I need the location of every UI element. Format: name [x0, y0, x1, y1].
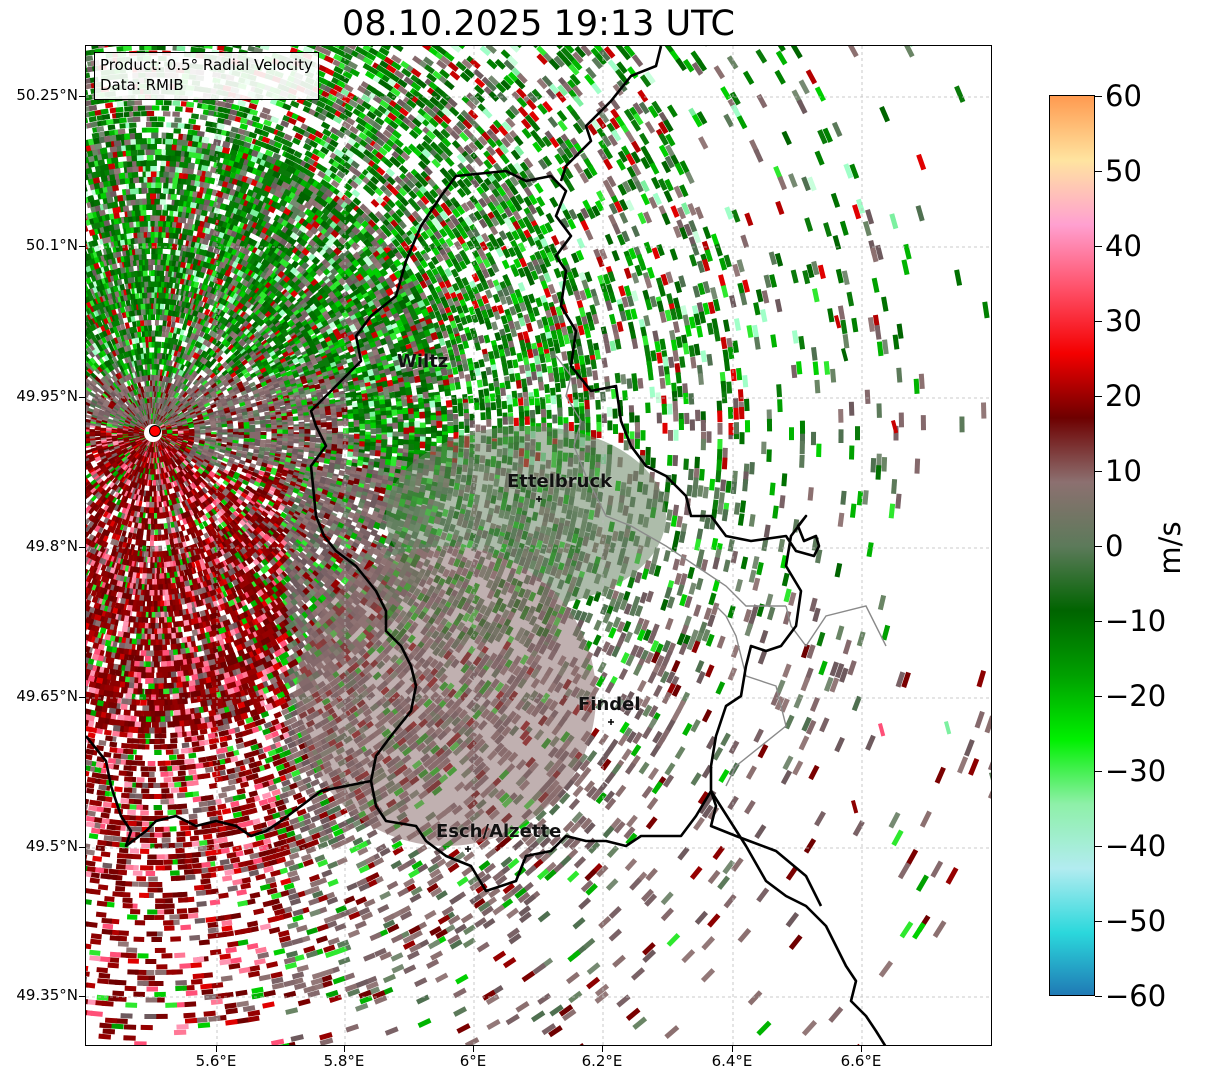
colorbar — [1049, 95, 1095, 996]
colorbar-tick-label: 0 — [1105, 529, 1123, 563]
x-tick-mark — [732, 1046, 733, 1052]
y-tick-label: 50.25°N — [4, 86, 78, 104]
x-tick-label: 5.6°E — [176, 1052, 256, 1070]
x-tick-label: 6.4°E — [692, 1052, 772, 1070]
x-tick-mark — [473, 1046, 474, 1052]
data-source-label: Data: RMIB — [100, 75, 313, 95]
colorbar-tick-mark — [1095, 846, 1102, 847]
colorbar-tick-label: 20 — [1105, 379, 1142, 413]
x-tick-label: 5.8°E — [304, 1052, 384, 1070]
colorbar-tick-label: −30 — [1105, 754, 1166, 788]
y-tick-mark — [79, 847, 85, 848]
x-tick-mark — [602, 1046, 603, 1052]
product-label: Product: 0.5° Radial Velocity — [100, 55, 313, 75]
x-tick-label: 6.2°E — [562, 1052, 642, 1070]
colorbar-tick-label: 60 — [1105, 79, 1142, 113]
x-tick-mark — [344, 1046, 345, 1052]
colorbar-tick-mark — [1095, 396, 1102, 397]
colorbar-tick-label: −10 — [1105, 604, 1166, 638]
colorbar-tick-mark — [1095, 171, 1102, 172]
x-tick-mark — [216, 1046, 217, 1052]
colorbar-tick-mark — [1095, 471, 1102, 472]
city-label-findel: Findel — [578, 694, 641, 715]
colorbar-tick-mark — [1095, 996, 1102, 997]
colorbar-tick-label: −60 — [1105, 979, 1166, 1013]
colorbar-tick-mark — [1095, 321, 1102, 322]
colorbar-tick-label: −50 — [1105, 904, 1166, 938]
colorbar-tick-label: 40 — [1105, 229, 1142, 263]
colorbar-tick-mark — [1095, 246, 1102, 247]
y-tick-mark — [79, 397, 85, 398]
y-tick-label: 50.1°N — [4, 236, 78, 254]
y-tick-mark — [79, 996, 85, 997]
radar-map-svg — [86, 46, 992, 1046]
y-tick-label: 49.5°N — [4, 837, 78, 855]
radar-site-marker — [144, 424, 162, 442]
y-tick-mark — [79, 96, 85, 97]
y-tick-label: 49.8°N — [4, 537, 78, 555]
radar-map[interactable] — [85, 45, 992, 1046]
x-tick-label: 6°E — [433, 1052, 513, 1070]
colorbar-tick-label: 30 — [1105, 304, 1142, 338]
x-tick-label: 6.6°E — [821, 1052, 901, 1070]
y-tick-label: 49.65°N — [4, 687, 78, 705]
colorbar-tick-mark — [1095, 771, 1102, 772]
colorbar-tick-label: −20 — [1105, 679, 1166, 713]
product-info-box: Product: 0.5° Radial Velocity Data: RMIB — [94, 52, 319, 100]
y-tick-mark — [79, 547, 85, 548]
city-label-esch-alzette: Esch/Alzette — [436, 821, 561, 842]
colorbar-gradient — [1050, 96, 1095, 996]
colorbar-tick-label: 50 — [1105, 154, 1142, 188]
sparse-echoes — [834, 315, 992, 814]
colorbar-unit-label: m/s — [1153, 521, 1187, 574]
colorbar-fill — [1050, 96, 1095, 996]
colorbar-tick-mark — [1095, 546, 1102, 547]
map-title: 08.10.2025 19:13 UTC — [85, 4, 992, 44]
y-tick-label: 49.35°N — [4, 986, 78, 1004]
colorbar-tick-label: −40 — [1105, 829, 1166, 863]
colorbar-tick-mark — [1095, 96, 1102, 97]
x-tick-mark — [861, 1046, 862, 1052]
city-label-ettelbruck: Ettelbruck — [507, 471, 612, 492]
colorbar-tick-mark — [1095, 621, 1102, 622]
y-tick-mark — [79, 697, 85, 698]
y-tick-mark — [79, 246, 85, 247]
colorbar-tick-mark — [1095, 696, 1102, 697]
city-label-wiltz: Wiltz — [397, 351, 448, 372]
y-tick-label: 49.95°N — [4, 387, 78, 405]
colorbar-tick-label: 10 — [1105, 454, 1142, 488]
colorbar-tick-mark — [1095, 921, 1102, 922]
